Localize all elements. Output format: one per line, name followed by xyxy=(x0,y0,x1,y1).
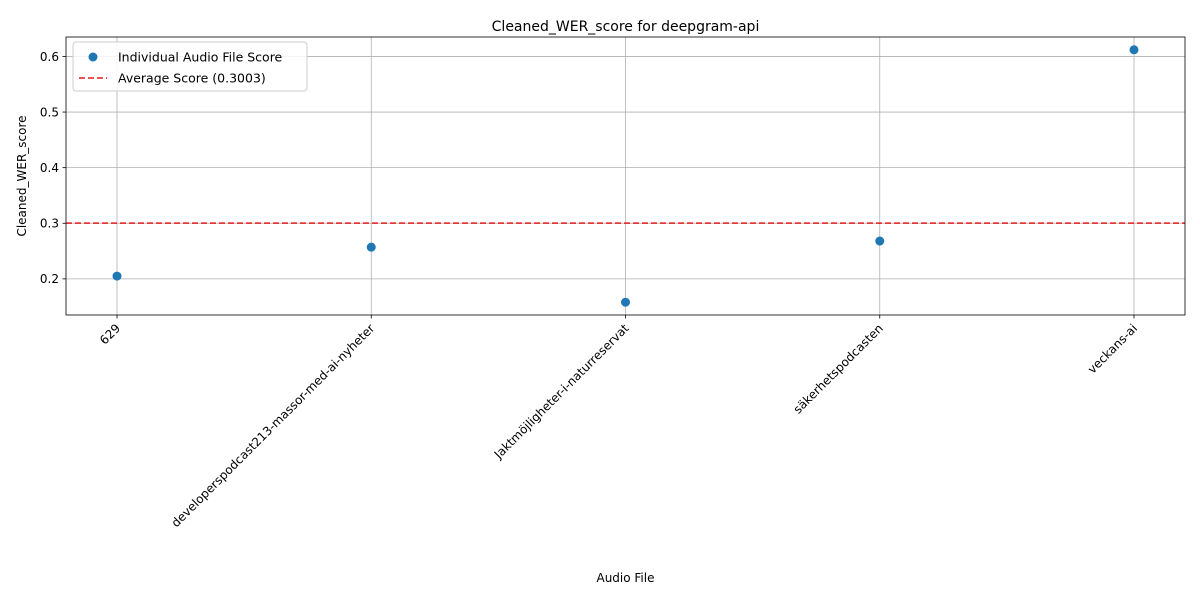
legend-box xyxy=(72,41,308,92)
legend-label-average: Average Score (0.3003) xyxy=(118,71,266,86)
y-axis-label: Cleaned_WER_score xyxy=(15,115,29,236)
data-point xyxy=(112,271,122,281)
data-point xyxy=(366,242,376,252)
legend: Individual Audio File Score Average Scor… xyxy=(72,41,308,92)
x-tick-label: säkerhetspodcasten xyxy=(791,321,886,416)
x-axis-ticks: 629 developerspodcast213-massor-med-ai-ny… xyxy=(97,315,1140,530)
data-point xyxy=(875,236,885,246)
legend-label-scatter: Individual Audio File Score xyxy=(118,50,283,65)
x-tick-label: Jaktmöjligheter-i-naturreservat xyxy=(491,321,632,462)
y-tick-label: 0.4 xyxy=(40,161,59,175)
data-points xyxy=(112,45,1139,307)
x-tick-label: developerspodcast213-massor-med-ai-nyhet… xyxy=(169,321,378,530)
data-point xyxy=(621,297,630,307)
y-tick-label: 0.6 xyxy=(40,50,59,64)
y-tick-label: 0.2 xyxy=(40,272,59,286)
legend-marker-scatter xyxy=(88,52,98,62)
x-axis-label: Audio File xyxy=(596,571,654,585)
x-tick-label: 629 xyxy=(97,321,123,347)
x-tick-label: veckans-ai xyxy=(1085,321,1140,376)
y-tick-label: 0.3 xyxy=(40,217,59,231)
data-point xyxy=(1129,45,1139,55)
y-tick-label: 0.5 xyxy=(40,105,59,119)
chart-title: Cleaned_WER_score for deepgram-api xyxy=(492,19,760,35)
y-axis-ticks: 0.2 0.3 0.4 0.5 0.6 xyxy=(40,50,66,286)
